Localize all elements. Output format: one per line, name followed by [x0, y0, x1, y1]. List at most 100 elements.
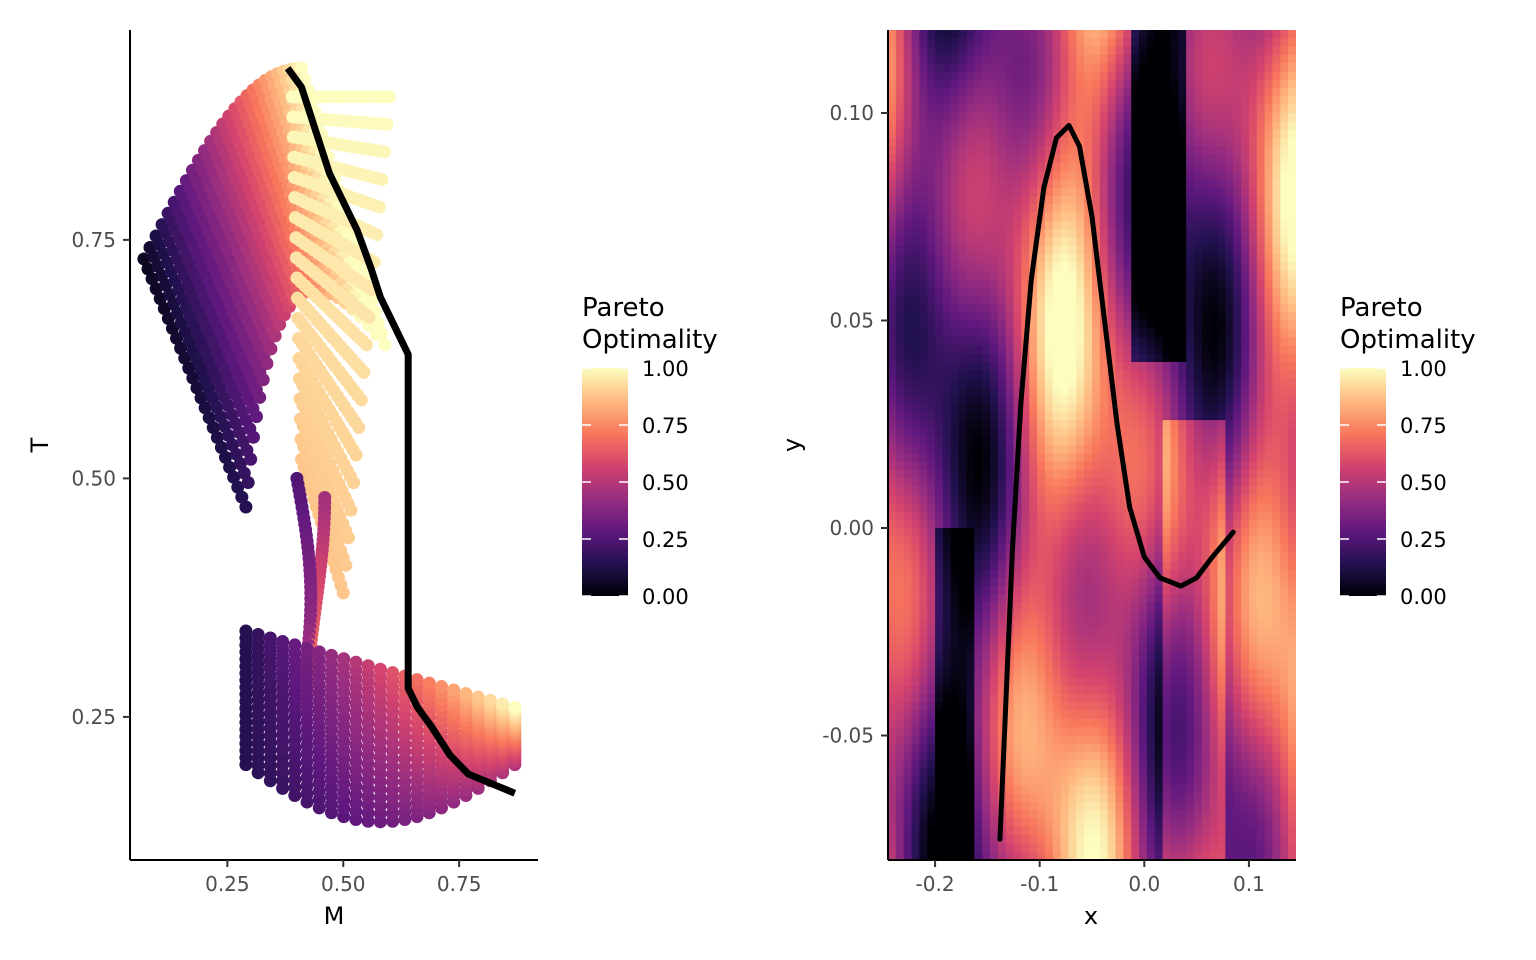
heatmap-tile — [1084, 777, 1093, 786]
heatmap-tile — [1068, 644, 1077, 654]
heatmap-tile — [1044, 727, 1054, 737]
heatmap-tile — [1123, 743, 1132, 753]
heatmap-tile — [982, 685, 991, 695]
heatmap-tile — [888, 38, 897, 48]
heatmap-tile — [982, 552, 991, 562]
heatmap-tile — [997, 196, 1007, 205]
heatmap-tile — [997, 320, 1007, 330]
heatmap-tile — [1037, 445, 1046, 454]
heatmap-tile — [1139, 121, 1148, 131]
heatmap-tile — [1037, 146, 1046, 156]
heatmap-tile — [997, 594, 1007, 604]
heatmap-tile — [1099, 420, 1109, 429]
heatmap-tile — [927, 121, 936, 131]
heatmap-tile — [1084, 295, 1093, 305]
heatmap-tile — [950, 635, 960, 645]
heatmap-tile — [1099, 727, 1109, 737]
heatmap-tile — [942, 851, 952, 860]
heatmap-tile — [911, 137, 920, 147]
heatmap-tile — [1107, 602, 1117, 612]
heatmap-tile — [997, 627, 1007, 637]
heatmap-tile — [997, 577, 1007, 587]
heatmap-tile — [982, 743, 991, 753]
heatmap-tile — [966, 237, 975, 247]
heatmap-tile — [911, 677, 920, 687]
heatmap-tile — [1029, 362, 1038, 371]
heatmap-tile — [966, 660, 975, 670]
heatmap-tile — [974, 428, 983, 438]
heatmap-tile — [966, 611, 975, 620]
heatmap-tile — [1076, 635, 1085, 645]
heatmap-tile — [935, 38, 944, 48]
heatmap-tile — [1060, 362, 1070, 371]
heatmap-tile — [1115, 196, 1124, 205]
heatmap-tile — [966, 702, 975, 712]
heatmap-tile — [966, 652, 975, 662]
heatmap-tile — [1021, 262, 1030, 272]
heatmap-tile — [997, 569, 1007, 579]
heatmap-tile — [1037, 428, 1046, 438]
heatmap-tile — [966, 785, 975, 795]
heatmap-tile — [1068, 561, 1077, 571]
heatmap-tile — [942, 760, 952, 770]
heatmap-tile — [1068, 403, 1077, 413]
heatmap-tile — [1005, 295, 1015, 305]
heatmap-tile — [950, 503, 960, 512]
heatmap-tile — [942, 162, 952, 172]
heatmap-tile — [1037, 386, 1046, 396]
heatmap-tile — [935, 370, 944, 380]
heatmap-tile — [1092, 121, 1101, 131]
heatmap-tile — [1115, 46, 1124, 56]
heatmap-tile — [990, 312, 999, 322]
heatmap-tile — [950, 328, 960, 338]
heatmap-tile — [1060, 353, 1070, 363]
heatmap-tile — [1092, 528, 1101, 537]
heatmap-tile — [1005, 113, 1015, 122]
heatmap-tile — [927, 544, 936, 554]
heatmap-tile — [990, 270, 999, 280]
heatmap-tile — [942, 503, 952, 512]
heatmap-tile — [1044, 494, 1054, 504]
heatmap-tile — [1029, 727, 1038, 737]
heatmap-tile — [1076, 428, 1085, 438]
heatmap-tile — [982, 469, 991, 479]
heatmap-tile — [888, 818, 897, 828]
heatmap-tile — [1076, 793, 1085, 803]
heatmap-tile — [1084, 561, 1093, 571]
heatmap-tile — [958, 826, 968, 836]
heatmap-tile — [982, 303, 991, 313]
scatter-point — [202, 411, 216, 425]
heatmap-tile — [974, 320, 983, 330]
heatmap-tile — [903, 212, 913, 222]
heatmap-tile — [1107, 345, 1117, 355]
heatmap-tile — [950, 312, 960, 322]
heatmap-tile — [1052, 279, 1062, 288]
heatmap-tile — [1115, 635, 1124, 645]
heatmap-tile — [1013, 793, 1022, 803]
heatmap-tile — [1013, 403, 1022, 413]
heatmap-tile — [1060, 129, 1070, 139]
heatmap-tile — [911, 702, 920, 712]
heatmap-tile — [1099, 204, 1109, 214]
heatmap-tile — [1037, 710, 1046, 720]
heatmap-tile — [982, 212, 991, 222]
heatmap-tile — [927, 569, 936, 579]
heatmap-tile — [958, 79, 968, 89]
scatter-point — [182, 361, 196, 375]
heatmap-tile — [1013, 760, 1022, 770]
heatmap-tile — [958, 652, 968, 662]
heatmap-tile — [942, 494, 952, 504]
heatmap-tile — [903, 760, 913, 770]
heatmap-tile — [1139, 644, 1148, 654]
heatmap-tile — [990, 544, 999, 554]
heatmap-tile — [1076, 295, 1085, 305]
heatmap-tile — [958, 727, 968, 737]
heatmap-tile — [942, 96, 952, 106]
heatmap-tile — [1044, 511, 1054, 521]
heatmap-tile — [903, 295, 913, 305]
heatmap-tile — [895, 677, 905, 687]
heatmap-tile — [974, 644, 983, 654]
heatmap-tile — [1084, 328, 1093, 338]
heatmap-tile — [942, 254, 952, 263]
heatmap-tile — [1115, 826, 1124, 836]
